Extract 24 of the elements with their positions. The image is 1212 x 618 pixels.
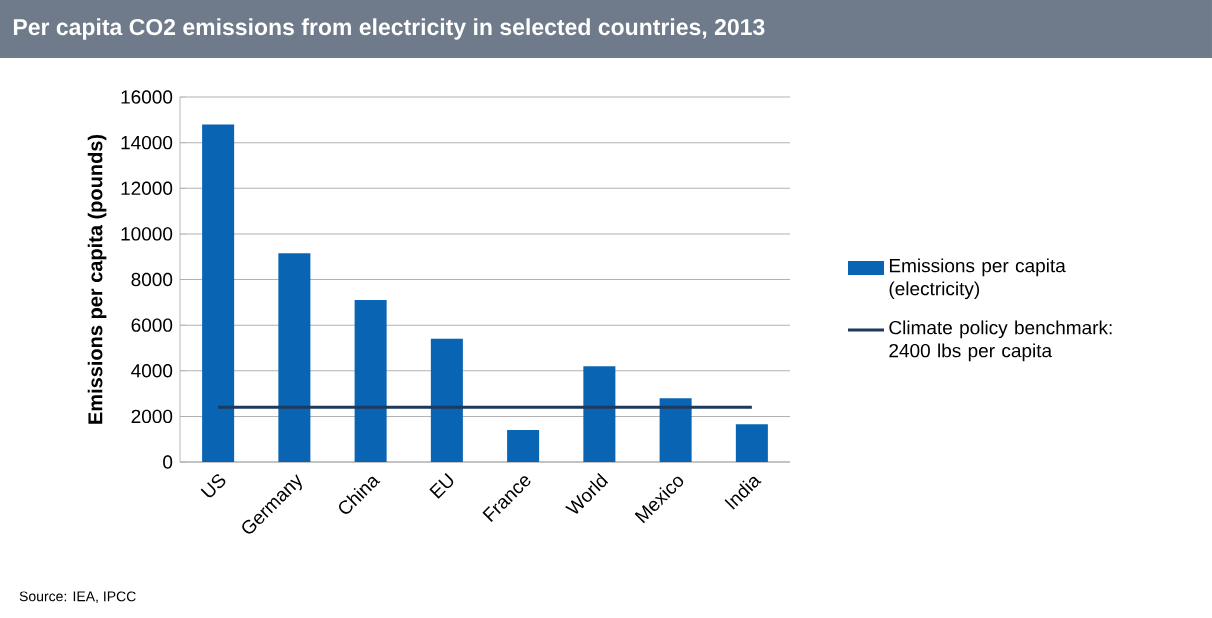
y-tick-label: 6000: [131, 318, 173, 332]
bar: [583, 366, 616, 463]
y-axis-title: Emissions per capita (pounds): [87, 134, 107, 424]
y-tick-label: 12000: [121, 181, 173, 195]
y-tick-label: 0: [163, 455, 173, 469]
bar: [507, 430, 540, 463]
y-tick-label: 14000: [121, 135, 173, 150]
legend-label: Emissions per capita (electricity): [889, 258, 1066, 300]
y-tick-label: 2000: [131, 409, 173, 424]
bar: [354, 300, 387, 463]
chart-title: Per capita CO2 emissions from electricity in selected countries, 2013: [13, 18, 765, 40]
bar: [430, 338, 463, 463]
bar: [659, 398, 692, 463]
bar: [735, 424, 768, 463]
y-tick-label: 10000: [121, 227, 173, 241]
source-note: Source: IEA, IPCC: [19, 591, 136, 603]
x-tick-label: US: [200, 474, 226, 498]
bar: [202, 124, 235, 463]
y-tick-label: 4000: [131, 364, 173, 378]
y-tick-label: 8000: [131, 272, 173, 287]
bar: [278, 253, 311, 463]
y-tick-label: 16000: [121, 90, 173, 104]
legend-label: Climate policy benchmark: 2400 lbs per capita: [889, 320, 1112, 362]
x-tick-label: EU: [429, 473, 454, 499]
